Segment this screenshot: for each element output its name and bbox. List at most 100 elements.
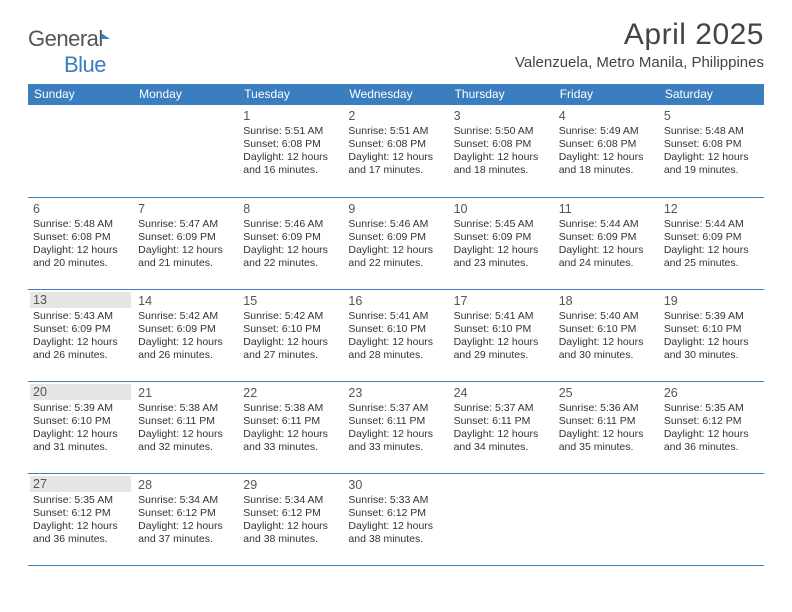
sunset-text: Sunset: 6:09 PM <box>559 231 656 244</box>
sunrise-text: Sunrise: 5:50 AM <box>454 125 551 138</box>
day-info: Sunrise: 5:33 AMSunset: 6:12 PMDaylight:… <box>346 494 445 547</box>
brand-logo: General Blue <box>28 26 108 78</box>
daylight-text-2: and 22 minutes. <box>348 257 445 270</box>
day-info: Sunrise: 5:39 AMSunset: 6:10 PMDaylight:… <box>31 402 130 455</box>
day-number: 7 <box>136 202 235 218</box>
daylight-text-2: and 33 minutes. <box>348 441 445 454</box>
day-number: 17 <box>452 294 551 310</box>
calendar-week-row: 27Sunrise: 5:35 AMSunset: 6:12 PMDayligh… <box>28 473 764 565</box>
daylight-text-2: and 27 minutes. <box>243 349 340 362</box>
sunset-text: Sunset: 6:09 PM <box>33 323 130 336</box>
day-number: 23 <box>346 386 445 402</box>
daylight-text-1: Daylight: 12 hours <box>243 336 340 349</box>
day-info: Sunrise: 5:49 AMSunset: 6:08 PMDaylight:… <box>557 125 656 178</box>
sunrise-text: Sunrise: 5:36 AM <box>559 402 656 415</box>
calendar-week-row: 6Sunrise: 5:48 AMSunset: 6:08 PMDaylight… <box>28 197 764 289</box>
calendar-day-cell: 12Sunrise: 5:44 AMSunset: 6:09 PMDayligh… <box>659 197 764 289</box>
daylight-text-1: Daylight: 12 hours <box>243 244 340 257</box>
daylight-text-2: and 26 minutes. <box>33 349 130 362</box>
daylight-text-1: Daylight: 12 hours <box>559 244 656 257</box>
sunset-text: Sunset: 6:11 PM <box>348 415 445 428</box>
day-number: 22 <box>241 386 340 402</box>
sunset-text: Sunset: 6:12 PM <box>664 415 761 428</box>
day-number: 30 <box>346 478 445 494</box>
brand-text: General Blue <box>28 26 108 78</box>
daylight-text-2: and 23 minutes. <box>454 257 551 270</box>
sunset-text: Sunset: 6:08 PM <box>454 138 551 151</box>
daylight-text-2: and 35 minutes. <box>559 441 656 454</box>
sunset-text: Sunset: 6:09 PM <box>348 231 445 244</box>
day-info: Sunrise: 5:44 AMSunset: 6:09 PMDaylight:… <box>662 218 761 271</box>
sunset-text: Sunset: 6:10 PM <box>664 323 761 336</box>
daylight-text-2: and 25 minutes. <box>664 257 761 270</box>
daylight-text-1: Daylight: 12 hours <box>33 520 130 533</box>
sunrise-text: Sunrise: 5:41 AM <box>454 310 551 323</box>
calendar-day-cell: 3Sunrise: 5:50 AMSunset: 6:08 PMDaylight… <box>449 105 554 197</box>
day-info: Sunrise: 5:45 AMSunset: 6:09 PMDaylight:… <box>452 218 551 271</box>
daylight-text-1: Daylight: 12 hours <box>559 336 656 349</box>
sunrise-text: Sunrise: 5:37 AM <box>454 402 551 415</box>
day-number: 21 <box>136 386 235 402</box>
daylight-text-2: and 20 minutes. <box>33 257 130 270</box>
brand-blue: Blue <box>64 52 106 77</box>
calendar-day-cell: 21Sunrise: 5:38 AMSunset: 6:11 PMDayligh… <box>133 381 238 473</box>
sunrise-text: Sunrise: 5:44 AM <box>664 218 761 231</box>
sunrise-text: Sunrise: 5:47 AM <box>138 218 235 231</box>
calendar-day-cell: 17Sunrise: 5:41 AMSunset: 6:10 PMDayligh… <box>449 289 554 381</box>
daylight-text-2: and 17 minutes. <box>348 164 445 177</box>
page-subtitle: Valenzuela, Metro Manila, Philippines <box>515 54 764 71</box>
calendar-day-cell: 24Sunrise: 5:37 AMSunset: 6:11 PMDayligh… <box>449 381 554 473</box>
sunset-text: Sunset: 6:08 PM <box>348 138 445 151</box>
day-number: 27 <box>30 476 131 492</box>
day-info: Sunrise: 5:35 AMSunset: 6:12 PMDaylight:… <box>662 402 761 455</box>
calendar-day-cell: 4Sunrise: 5:49 AMSunset: 6:08 PMDaylight… <box>554 105 659 197</box>
title-block: April 2025 Valenzuela, Metro Manila, Phi… <box>515 18 764 71</box>
calendar-day-cell: 15Sunrise: 5:42 AMSunset: 6:10 PMDayligh… <box>238 289 343 381</box>
day-number: 8 <box>241 202 340 218</box>
sunset-text: Sunset: 6:09 PM <box>138 231 235 244</box>
day-info: Sunrise: 5:36 AMSunset: 6:11 PMDaylight:… <box>557 402 656 455</box>
daylight-text-1: Daylight: 12 hours <box>348 336 445 349</box>
daylight-text-1: Daylight: 12 hours <box>664 336 761 349</box>
sunrise-text: Sunrise: 5:38 AM <box>243 402 340 415</box>
sunset-text: Sunset: 6:10 PM <box>348 323 445 336</box>
calendar-day-cell: 22Sunrise: 5:38 AMSunset: 6:11 PMDayligh… <box>238 381 343 473</box>
sunrise-text: Sunrise: 5:34 AM <box>243 494 340 507</box>
daylight-text-1: Daylight: 12 hours <box>454 428 551 441</box>
day-number: 11 <box>557 202 656 218</box>
sunset-text: Sunset: 6:08 PM <box>559 138 656 151</box>
header: General Blue April 2025 Valenzuela, Metr… <box>28 18 764 78</box>
sunrise-text: Sunrise: 5:39 AM <box>33 402 130 415</box>
sunset-text: Sunset: 6:11 PM <box>454 415 551 428</box>
day-number: 3 <box>452 109 551 125</box>
day-number: 9 <box>346 202 445 218</box>
brand-general: General <box>28 26 103 51</box>
daylight-text-2: and 36 minutes. <box>33 533 130 546</box>
calendar-day-cell: 2Sunrise: 5:51 AMSunset: 6:08 PMDaylight… <box>343 105 448 197</box>
daylight-text-1: Daylight: 12 hours <box>348 520 445 533</box>
sunset-text: Sunset: 6:08 PM <box>664 138 761 151</box>
sunrise-text: Sunrise: 5:48 AM <box>33 218 130 231</box>
sunset-text: Sunset: 6:10 PM <box>243 323 340 336</box>
daylight-text-2: and 34 minutes. <box>454 441 551 454</box>
sunset-text: Sunset: 6:08 PM <box>33 231 130 244</box>
sunrise-text: Sunrise: 5:35 AM <box>33 494 130 507</box>
daylight-text-2: and 21 minutes. <box>138 257 235 270</box>
page-title: April 2025 <box>515 18 764 52</box>
sunset-text: Sunset: 6:12 PM <box>348 507 445 520</box>
sunrise-text: Sunrise: 5:35 AM <box>664 402 761 415</box>
daylight-text-1: Daylight: 12 hours <box>664 244 761 257</box>
daylight-text-2: and 38 minutes. <box>243 533 340 546</box>
sunset-text: Sunset: 6:10 PM <box>33 415 130 428</box>
sunrise-text: Sunrise: 5:51 AM <box>348 125 445 138</box>
sunrise-text: Sunrise: 5:37 AM <box>348 402 445 415</box>
sunrise-text: Sunrise: 5:46 AM <box>243 218 340 231</box>
daylight-text-1: Daylight: 12 hours <box>138 520 235 533</box>
calendar-body: 1Sunrise: 5:51 AMSunset: 6:08 PMDaylight… <box>28 105 764 565</box>
day-info: Sunrise: 5:38 AMSunset: 6:11 PMDaylight:… <box>241 402 340 455</box>
sunrise-text: Sunrise: 5:43 AM <box>33 310 130 323</box>
daylight-text-2: and 22 minutes. <box>243 257 340 270</box>
sunset-text: Sunset: 6:09 PM <box>454 231 551 244</box>
sunset-text: Sunset: 6:10 PM <box>559 323 656 336</box>
day-info: Sunrise: 5:41 AMSunset: 6:10 PMDaylight:… <box>346 310 445 363</box>
